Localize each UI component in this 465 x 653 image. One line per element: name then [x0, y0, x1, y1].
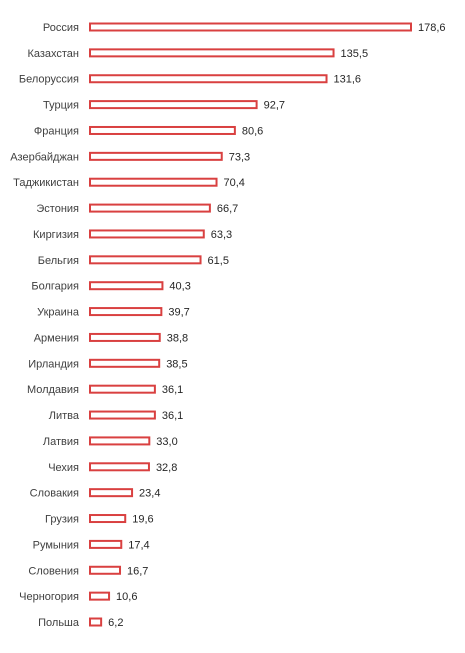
- category-label: Болгария: [31, 281, 79, 293]
- value-label: 61,5: [208, 255, 229, 267]
- category-label: Грузия: [45, 514, 79, 526]
- category-label: Эстония: [36, 203, 79, 215]
- bar: [89, 358, 161, 368]
- bar: [89, 307, 163, 317]
- bar: [89, 462, 150, 472]
- category-label: Армения: [34, 332, 79, 344]
- category-label: Словакия: [30, 488, 79, 500]
- category-label: Чехия: [48, 462, 79, 474]
- category-label: Турция: [43, 100, 79, 112]
- category-label: Казахстан: [27, 48, 79, 60]
- value-label: 131,6: [334, 74, 362, 86]
- value-labels: 178,6 135,5 131,6 92,7 80,6 73,3 70,4 66,7 63,3 6…: [108, 22, 445, 629]
- category-label: Черногория: [19, 591, 79, 603]
- bar: [89, 281, 164, 291]
- bar: [89, 22, 412, 32]
- bar: [89, 617, 103, 627]
- value-label: 80,6: [242, 125, 263, 137]
- bar: [89, 591, 111, 601]
- bar: [89, 436, 151, 446]
- category-label: Киргизия: [33, 229, 79, 241]
- value-label: 178,6: [418, 22, 446, 34]
- value-label: 135,5: [341, 48, 369, 60]
- category-label: Молдавия: [27, 384, 79, 396]
- category-label: Румыния: [33, 539, 79, 551]
- bar: [89, 48, 335, 58]
- bar: [89, 488, 134, 498]
- category-label: Россия: [43, 22, 79, 34]
- value-label: 66,7: [217, 203, 238, 215]
- category-label: Украина: [37, 307, 80, 319]
- value-label: 16,7: [127, 565, 148, 577]
- bar: [89, 203, 211, 213]
- bars: [89, 22, 412, 627]
- category-label: Польша: [38, 617, 80, 629]
- bar: [89, 125, 236, 135]
- bar: [89, 514, 127, 524]
- value-label: 19,6: [132, 514, 153, 526]
- bar: [89, 74, 328, 84]
- bar: [89, 565, 122, 575]
- value-label: 33,0: [156, 436, 177, 448]
- value-label: 10,6: [116, 591, 137, 603]
- category-label: Латвия: [43, 436, 79, 448]
- value-label: 23,4: [139, 488, 160, 500]
- value-label: 92,7: [264, 100, 285, 112]
- value-label: 36,1: [162, 410, 183, 422]
- value-label: 38,5: [166, 358, 187, 370]
- value-label: 40,3: [169, 281, 190, 293]
- value-label: 17,4: [128, 539, 149, 551]
- category-label: Белоруссия: [19, 74, 79, 86]
- value-label: 73,3: [229, 151, 250, 163]
- bar: [89, 229, 205, 239]
- bar: [89, 384, 156, 394]
- category-label: Словения: [28, 565, 79, 577]
- bar: [89, 332, 161, 342]
- bar: [89, 177, 218, 187]
- category-label: Бельгия: [38, 255, 79, 267]
- category-label: Франция: [34, 125, 79, 137]
- value-label: 6,2: [108, 617, 123, 629]
- value-label: 70,4: [224, 177, 245, 189]
- bar: [89, 539, 123, 549]
- category-label: Таджикистан: [13, 177, 79, 189]
- bar: [89, 410, 156, 420]
- category-label: Литва: [49, 410, 80, 422]
- category-labels: Россия Казахстан Белоруссия Турция Франция Аз…: [10, 22, 80, 629]
- category-label: Азербайджан: [10, 151, 79, 163]
- value-label: 36,1: [162, 384, 183, 396]
- value-label: 32,8: [156, 462, 177, 474]
- value-label: 39,7: [168, 307, 189, 319]
- value-label: 38,8: [167, 332, 188, 344]
- bar: [89, 255, 202, 265]
- value-label: 63,3: [211, 229, 232, 241]
- bar: [89, 151, 223, 161]
- bar: [89, 100, 258, 110]
- category-label: Ирландия: [28, 358, 79, 370]
